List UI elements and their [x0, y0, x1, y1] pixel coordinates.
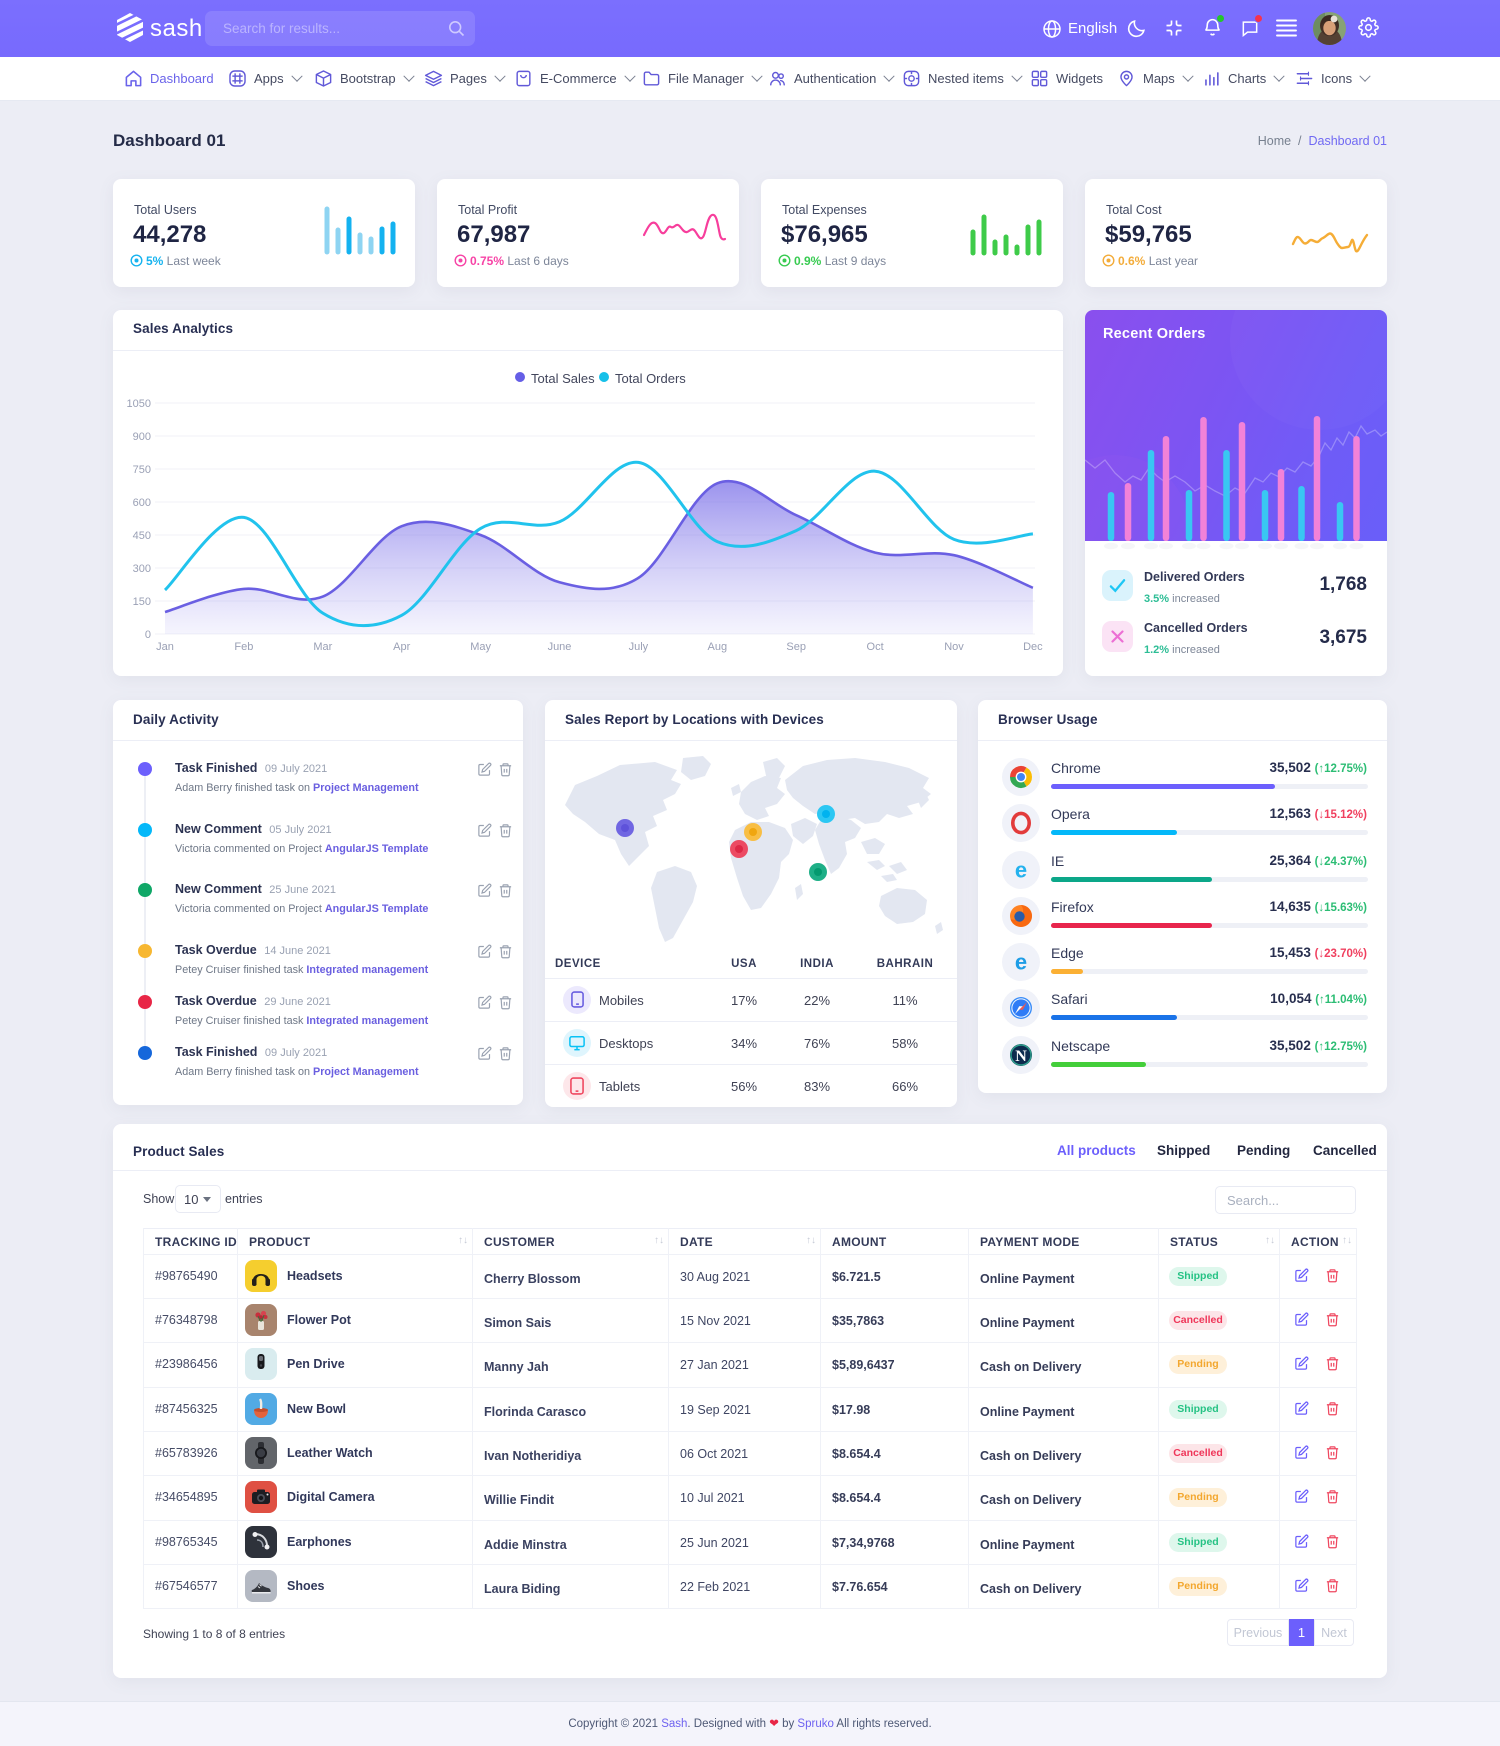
- svg-text:Apr: Apr: [393, 641, 410, 653]
- svg-text:Feb: Feb: [234, 641, 253, 653]
- svg-text:July: July: [629, 641, 649, 653]
- svg-text:150: 150: [133, 596, 151, 608]
- svg-text:May: May: [470, 641, 491, 653]
- svg-text:e: e: [1015, 858, 1027, 882]
- svg-text:600: 600: [133, 497, 151, 509]
- svg-text:Aug: Aug: [708, 641, 728, 653]
- svg-text:June: June: [548, 641, 572, 653]
- svg-text:Sep: Sep: [786, 641, 806, 653]
- svg-text:Nov: Nov: [944, 641, 964, 653]
- svg-text:Mar: Mar: [313, 641, 332, 653]
- svg-text:Oct: Oct: [867, 641, 884, 653]
- svg-text:750: 750: [133, 464, 151, 476]
- svg-text:450: 450: [133, 530, 151, 542]
- svg-text:1050: 1050: [127, 398, 151, 410]
- svg-text:Dec: Dec: [1023, 641, 1043, 653]
- svg-text:N: N: [1015, 1048, 1027, 1065]
- svg-text:900: 900: [133, 431, 151, 443]
- svg-text:0: 0: [145, 629, 151, 641]
- svg-text:Jan: Jan: [156, 641, 174, 653]
- svg-text:300: 300: [133, 563, 151, 575]
- svg-text:e: e: [1015, 950, 1027, 974]
